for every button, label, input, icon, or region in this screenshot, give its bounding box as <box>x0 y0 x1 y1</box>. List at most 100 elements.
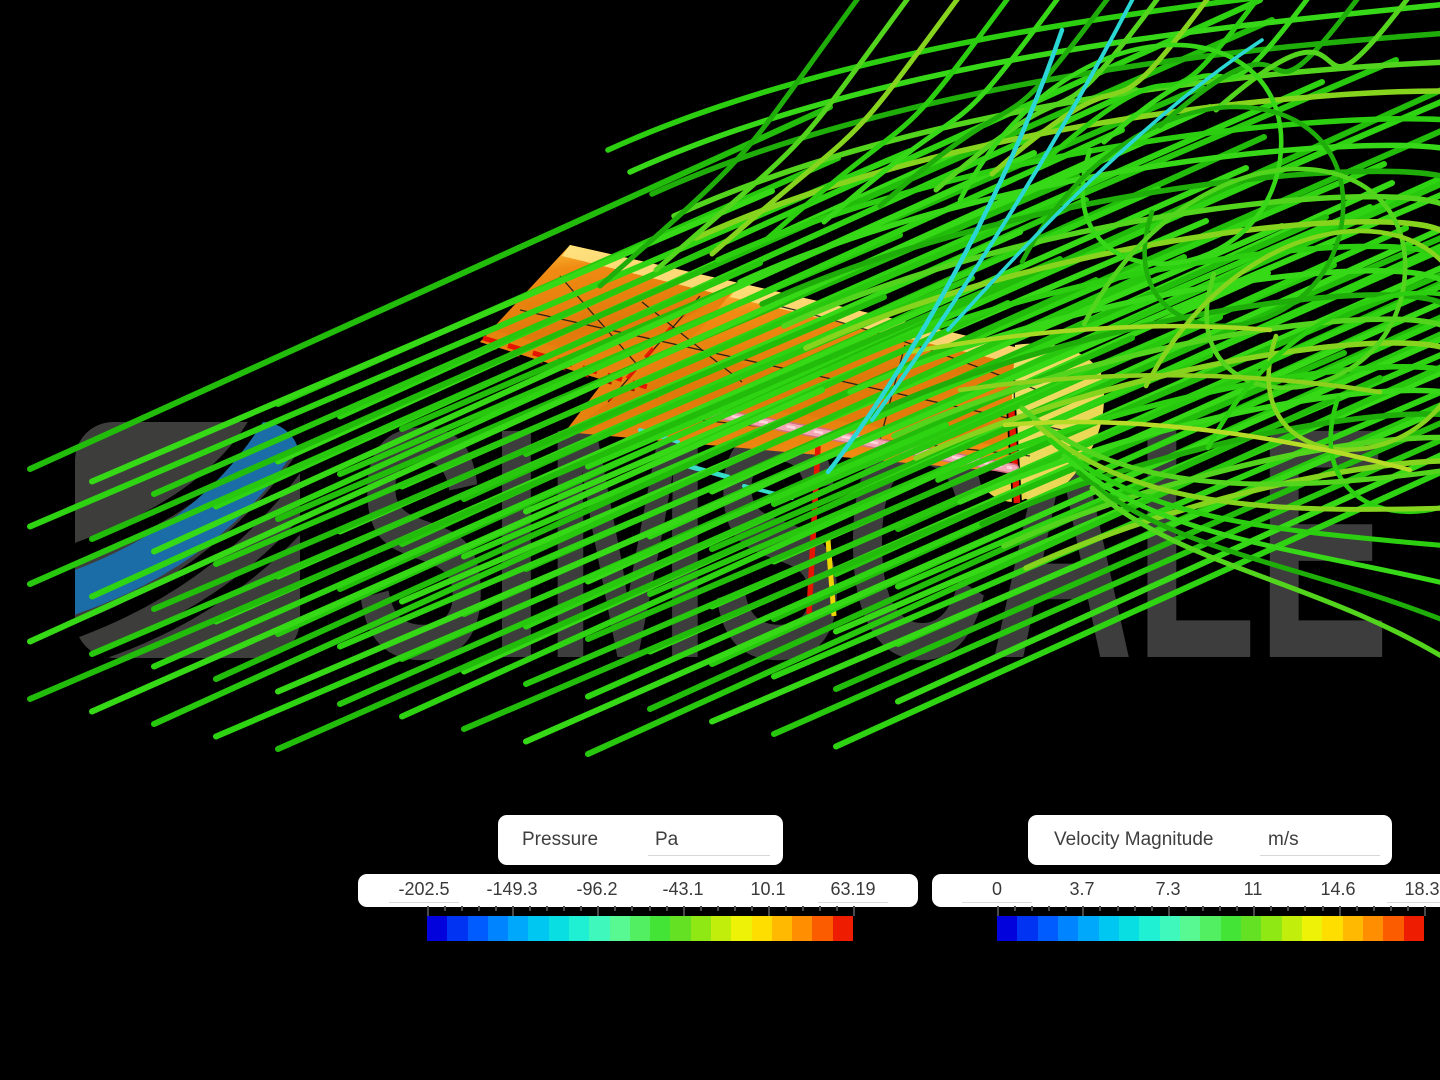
colorbar-cell <box>1139 916 1160 941</box>
wake-streamline <box>693 88 1440 241</box>
colorbar-cell <box>1301 916 1323 941</box>
tick-mark <box>512 906 515 916</box>
wake-streamline <box>957 387 1440 505</box>
tick-mark <box>1321 906 1324 911</box>
wake-streamline <box>821 0 1060 225</box>
velocity-legend-title: Velocity Magnitude <box>1054 829 1214 850</box>
colorbar-cell <box>1322 916 1343 941</box>
colorbar-cell <box>812 916 833 941</box>
tick-mark <box>1253 906 1256 916</box>
tick-mark <box>1236 906 1239 911</box>
pressure-tick-label[interactable]: 63.19 <box>830 879 876 899</box>
colorbar-cell <box>568 916 590 941</box>
surface-streamline <box>907 323 1273 355</box>
streamline <box>709 407 1440 725</box>
tick-mark <box>716 906 719 911</box>
vortex-loop-streamline <box>1205 290 1440 515</box>
tick-mark <box>427 906 429 916</box>
colorbar-cell <box>1342 916 1363 941</box>
tick-mark <box>1406 906 1409 911</box>
downwash-streamline <box>1089 485 1440 659</box>
wake-streamline <box>765 0 1010 241</box>
colorbar-cell <box>508 916 529 941</box>
tick-mark <box>1014 906 1017 911</box>
colorbar-cell <box>690 916 711 941</box>
pressure-tick-label: -149.3 <box>486 879 538 899</box>
colorbar-cell <box>427 916 448 941</box>
surface-streamline <box>957 372 1383 395</box>
streamline <box>151 144 1337 670</box>
tick-mark <box>1099 906 1102 911</box>
streamline <box>27 260 763 587</box>
pressure-legend: Pressure Pa -202.5 -149.3 -96.2 -43.1 10.1 63… <box>358 815 918 945</box>
colorbar-cell <box>997 916 1018 941</box>
vortex-loop-streamline <box>1143 228 1440 453</box>
tick-mark <box>1048 906 1051 911</box>
streamline <box>27 104 833 472</box>
tick-mark <box>1031 906 1034 911</box>
streamline <box>27 148 913 530</box>
wake-streamline <box>605 0 1260 153</box>
wake-streamline <box>803 218 1440 351</box>
cyan-streamline <box>870 0 1135 422</box>
streamline <box>213 422 949 740</box>
tick-mark <box>597 906 600 916</box>
streamline <box>89 387 825 715</box>
downwash-streamline <box>1047 437 1440 548</box>
streamline <box>89 188 775 485</box>
wake-streamline <box>627 2 1440 175</box>
colorbar-cell <box>1383 916 1404 941</box>
logo-curve-gap-3 <box>75 464 300 658</box>
tick-mark <box>665 906 668 911</box>
colorbar-cell <box>447 916 468 941</box>
colorbar-cell <box>1057 916 1079 941</box>
wake-streamline <box>759 168 1440 307</box>
tick-mark <box>648 906 651 911</box>
colorbar-cell <box>1118 916 1140 941</box>
streamline <box>27 104 1213 645</box>
colorbar-cell <box>832 916 853 941</box>
pressure-unit-field[interactable]: Pa <box>655 829 679 850</box>
tick-mark <box>1219 906 1222 911</box>
streamline <box>151 150 1037 555</box>
colorbar-cell <box>650 916 671 941</box>
streamline <box>275 293 1311 752</box>
velocity-tick-label[interactable]: 0 <box>991 879 1003 899</box>
velocity-tick-label: 7.3 <box>1155 879 1181 899</box>
tick-mark <box>1304 906 1307 911</box>
colorbar-cell <box>1362 916 1384 941</box>
downwash-streamline <box>1075 469 1440 622</box>
pressure-unit-underline <box>648 855 770 856</box>
tick-mark <box>801 906 804 911</box>
streamline <box>151 294 887 612</box>
pressure-legend-title-card: Pressure Pa <box>498 815 783 865</box>
streamline <box>399 243 1440 720</box>
colorbar-cell <box>792 916 813 941</box>
surface-streamline <box>1002 419 1413 473</box>
tick-mark <box>1355 906 1358 911</box>
cyan-streamline <box>946 38 1264 332</box>
streamline <box>151 245 717 497</box>
tick-mark <box>1082 906 1085 916</box>
tick-mark <box>1270 906 1273 911</box>
wake-streamline <box>877 0 1110 209</box>
tick-mark <box>767 906 770 916</box>
colorbar-cell <box>1200 916 1221 941</box>
tick-mark <box>1287 906 1290 911</box>
colorbar-cell <box>1179 916 1201 941</box>
tick-mark <box>1133 906 1136 911</box>
pressure-tick-label[interactable]: -202.5 <box>398 879 450 899</box>
pressure-tick-label: 10.1 <box>750 879 786 899</box>
range-field-underline <box>818 901 888 903</box>
vortex-loop-streamline <box>957 42 1284 267</box>
tick-mark <box>853 906 855 916</box>
velocity-unit-field[interactable]: m/s <box>1268 829 1299 850</box>
wake-streamline <box>649 30 1440 197</box>
colorbar-cell <box>1403 916 1424 941</box>
velocity-tick-label[interactable]: 18.3 <box>1404 879 1440 899</box>
tick-mark <box>1184 906 1187 911</box>
tick-mark <box>529 906 532 911</box>
tick-mark <box>1065 906 1068 911</box>
